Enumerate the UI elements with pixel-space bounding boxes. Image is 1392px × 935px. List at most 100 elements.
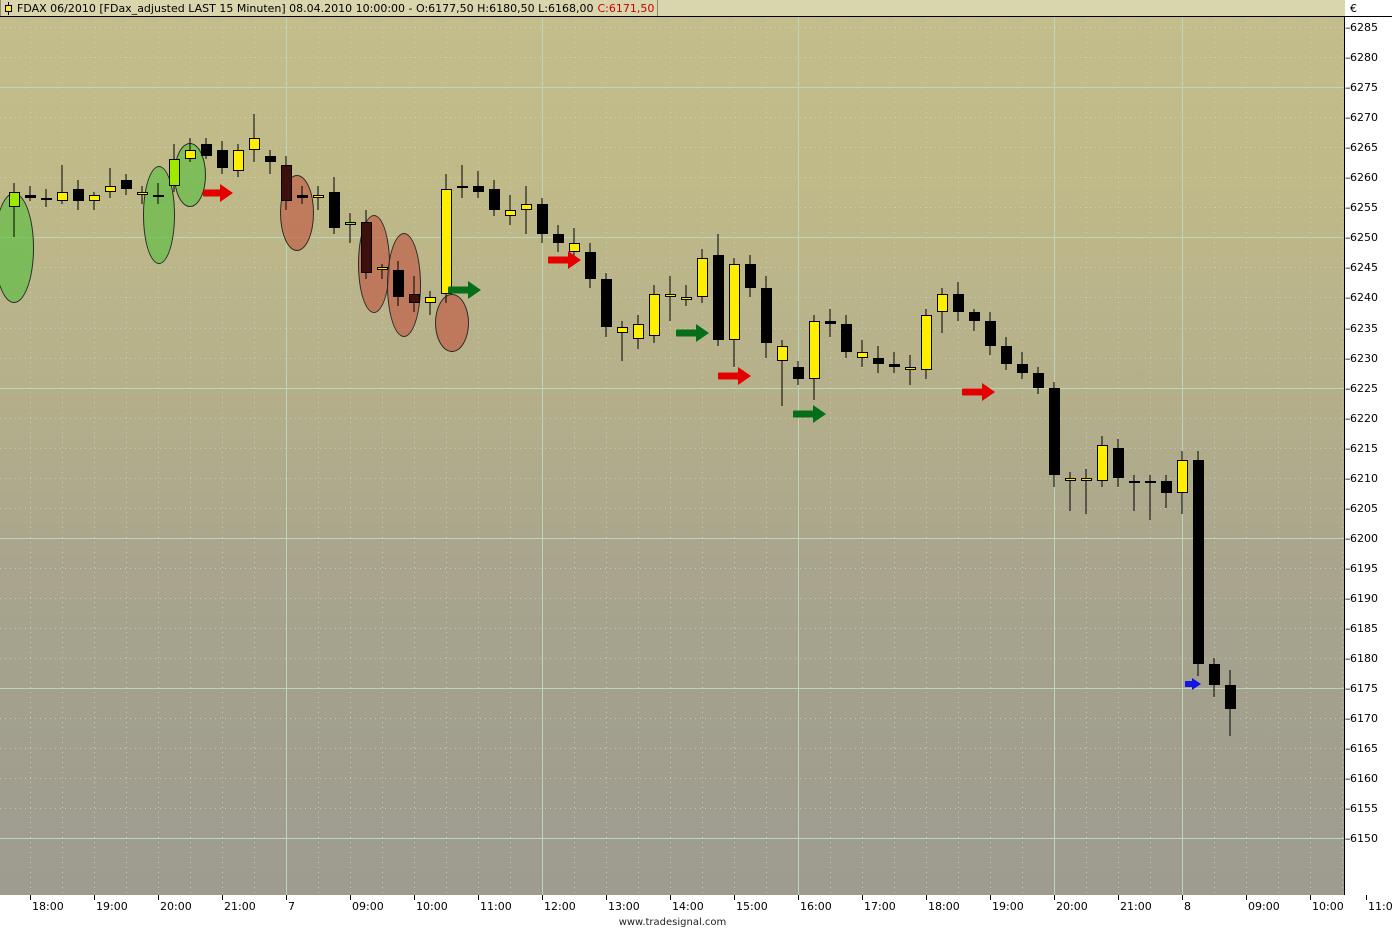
gridline-minor-v — [702, 17, 703, 895]
candle-wick — [669, 276, 671, 322]
candlestick — [1016, 351, 1028, 379]
candlestick — [376, 264, 388, 280]
tick-mark — [1366, 895, 1367, 900]
gridline-major-h — [0, 838, 1344, 839]
gridline-minor-v — [1022, 17, 1023, 895]
tick-dash: – — [1345, 712, 1351, 725]
gridline-minor-v — [126, 17, 127, 895]
candlestick — [824, 309, 836, 337]
candle-body — [152, 195, 164, 198]
arrow-shaft — [962, 388, 983, 396]
arrow-head — [468, 281, 481, 299]
gridline-minor-v — [190, 17, 191, 895]
buy-arrow-3 — [793, 405, 826, 423]
gridline-minor-v — [606, 17, 607, 895]
gridline-minor-v — [478, 17, 479, 895]
price-axis-label: 6250 — [1350, 231, 1378, 244]
candlestick — [888, 351, 900, 373]
price-axis-label: 6240 — [1350, 291, 1378, 304]
time-axis-label: 09:00 — [1248, 900, 1280, 913]
time-axis-label: 13:00 — [608, 900, 640, 913]
plot-area[interactable] — [0, 17, 1345, 895]
candlestick — [1064, 471, 1076, 511]
candle-body — [136, 192, 148, 196]
candle-body — [888, 363, 900, 367]
time-axis-tick: 20:00 — [158, 895, 192, 913]
candle-body — [200, 144, 212, 157]
candlestick — [40, 189, 52, 208]
time-axis-tick: 11:00 — [478, 895, 512, 913]
price-axis-tick: –6285 — [1345, 21, 1392, 34]
tick-mark — [1054, 895, 1055, 900]
candle-body — [936, 294, 948, 313]
gridline-major-v — [286, 17, 287, 895]
gridline-minor-h — [0, 748, 1344, 749]
price-axis-tick: –6150 — [1345, 832, 1392, 845]
gridline-minor-h — [0, 177, 1344, 178]
price-axis-tick: –6240 — [1345, 291, 1392, 304]
candle-body — [984, 321, 996, 346]
gridline-minor-h — [0, 418, 1344, 419]
candlestick — [1160, 474, 1172, 508]
candlestick — [728, 258, 740, 367]
gridline-minor-v — [1342, 17, 1343, 895]
candle-body — [1208, 664, 1220, 686]
time-axis-label: 12:00 — [544, 900, 576, 913]
price-axis-label: 6225 — [1350, 382, 1378, 395]
candlestick — [504, 195, 516, 226]
tick-dash: – — [1345, 442, 1351, 455]
gridline-minor-h — [0, 267, 1344, 268]
price-axis-tick: –6255 — [1345, 201, 1392, 214]
candlestick — [344, 213, 356, 244]
price-axis-tick: –6185 — [1345, 622, 1392, 635]
time-axis-tick: 12:00 — [542, 895, 576, 913]
sell-arrow-1 — [203, 184, 233, 202]
tick-mark — [222, 895, 223, 900]
candle-body — [1144, 480, 1156, 483]
time-axis-label: 15:00 — [736, 900, 768, 913]
time-axis-label: 16:00 — [800, 900, 832, 913]
candle-body — [1096, 444, 1108, 481]
candle-body — [40, 198, 52, 201]
time-axis-tick: 18:00 — [926, 895, 960, 913]
time-axis-label: 17:00 — [864, 900, 896, 913]
candlestick — [296, 186, 308, 205]
tick-dash: – — [1345, 622, 1351, 635]
price-axis-tick: –6180 — [1345, 652, 1392, 665]
candlestick — [1144, 474, 1156, 520]
buy-arrow-1 — [448, 281, 481, 299]
candle-wick — [109, 168, 111, 199]
tick-dash: – — [1345, 201, 1351, 214]
price-axis-tick: –6245 — [1345, 261, 1392, 274]
gridline-minor-h — [0, 808, 1344, 809]
tick-dash: – — [1345, 231, 1351, 244]
price-axis[interactable]: –6285 –6280 –6275 –6270 –6265 –6260 –6255 –6250… — [1345, 17, 1392, 895]
price-axis-label: 6255 — [1350, 201, 1378, 214]
price-axis-tick: –6265 — [1345, 141, 1392, 154]
tick-mark — [670, 895, 671, 900]
gridline-minor-v — [1278, 17, 1279, 895]
candlestick — [8, 183, 20, 238]
candle-body — [280, 165, 292, 202]
sell-arrow-3 — [718, 367, 751, 385]
gridline-minor-v — [318, 17, 319, 895]
candle-body — [664, 294, 676, 298]
candlestick — [808, 315, 820, 400]
candlestick — [1192, 450, 1204, 677]
tick-mark — [862, 895, 863, 900]
candlestick — [744, 255, 756, 298]
gridline-minor-v — [510, 17, 511, 895]
time-axis-label: 7 — [288, 900, 295, 913]
candlestick — [872, 345, 884, 373]
candle-body — [632, 324, 644, 340]
time-axis-label: 11:00 — [480, 900, 512, 913]
candle-wick — [317, 186, 319, 211]
gridline-minor-h — [0, 27, 1344, 28]
time-axis[interactable]: www.tradesignal.com 18:00 19:00 20:00 21:00… — [0, 895, 1392, 935]
gridline-minor-v — [926, 17, 927, 895]
gridline-minor-v — [862, 17, 863, 895]
candle-body — [392, 270, 404, 298]
candlestick — [968, 309, 980, 331]
gridline-major-h — [0, 237, 1344, 238]
gridline-minor-h — [0, 508, 1344, 509]
